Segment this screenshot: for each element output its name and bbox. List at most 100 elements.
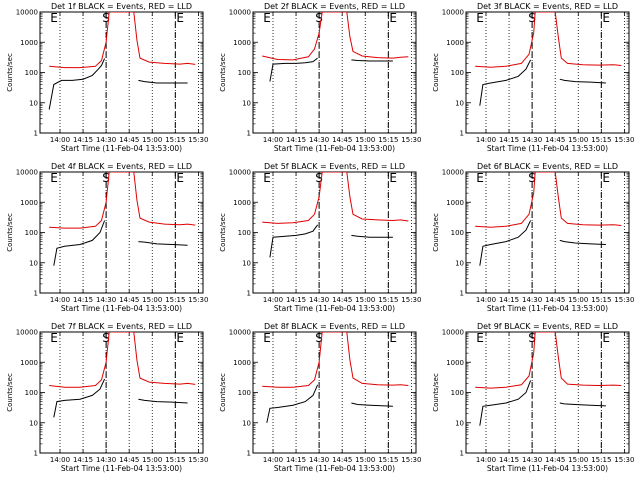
x-tick-label: 14:15 xyxy=(73,136,93,144)
x-tick-label: 15:30 xyxy=(188,456,208,464)
state-marker-label: E xyxy=(602,11,610,25)
x-tick-label: 14:00 xyxy=(476,296,496,304)
x-tick-label: 14:15 xyxy=(499,456,519,464)
chart-title: Det 1f BLACK = Events, RED = LLD xyxy=(51,2,192,11)
chart-title: Det 2f BLACK = Events, RED = LLD xyxy=(264,2,405,11)
y-tick-label: 1000 xyxy=(233,359,251,367)
x-tick-label: 15:00 xyxy=(355,456,375,464)
x-axis-label: Start Time (11-Feb-04 13:53:00) xyxy=(487,464,608,473)
plot-frame xyxy=(465,331,630,454)
y-axis-label: Counts/sec xyxy=(432,53,440,92)
y-tick-label: 10 xyxy=(242,259,251,267)
y-tick-label: 1 xyxy=(247,450,251,458)
y-tick-label: 1000 xyxy=(446,199,464,207)
x-tick-label: 14:00 xyxy=(476,136,496,144)
x-tick-label: 15:15 xyxy=(591,296,611,304)
x-tick-label: 14:30 xyxy=(96,136,116,144)
chart-title: Det 6f BLACK = Events, RED = LLD xyxy=(477,162,618,171)
state-marker-label: S xyxy=(102,171,110,185)
y-tick-label: 10 xyxy=(242,419,251,427)
chart-title: Det 5f BLACK = Events, RED = LLD xyxy=(264,162,405,171)
x-axis-label: Start Time (11-Feb-04 13:53:00) xyxy=(274,464,395,473)
state-marker-label: E xyxy=(263,11,271,25)
x-axis-label: Start Time (11-Feb-04 13:53:00) xyxy=(274,144,395,153)
x-tick-label: 15:00 xyxy=(142,296,162,304)
x-tick-label: 15:00 xyxy=(355,136,375,144)
series-line-events xyxy=(351,402,393,407)
series-line-lld xyxy=(475,332,622,389)
x-tick-label: 14:30 xyxy=(309,456,329,464)
series-line-events xyxy=(479,380,532,426)
series-line-events xyxy=(138,241,188,246)
y-tick-label: 10000 xyxy=(229,9,251,17)
y-tick-label: 100 xyxy=(451,229,464,237)
x-tick-label: 14:45 xyxy=(119,456,139,464)
state-marker-label: E xyxy=(176,11,184,25)
series-line-events xyxy=(53,378,106,418)
y-tick-label: 1 xyxy=(34,130,38,138)
state-marker-label: E xyxy=(602,171,610,185)
x-tick-label: 14:15 xyxy=(499,136,519,144)
x-tick-label: 14:15 xyxy=(286,136,306,144)
x-tick-label: 15:15 xyxy=(165,136,185,144)
y-tick-label: 100 xyxy=(25,389,38,397)
x-tick-label: 15:00 xyxy=(355,296,375,304)
x-tick-label: 14:45 xyxy=(332,456,352,464)
y-tick-label: 100 xyxy=(238,69,251,77)
x-tick-label: 15:30 xyxy=(188,136,208,144)
x-tick-label: 15:30 xyxy=(614,456,634,464)
x-tick-label: 14:30 xyxy=(309,296,329,304)
y-tick-label: 100 xyxy=(25,69,38,77)
plot-frame xyxy=(252,171,417,294)
y-tick-label: 1 xyxy=(247,290,251,298)
series-line-events xyxy=(351,234,393,238)
series-line-events xyxy=(269,57,318,82)
state-marker-label: E xyxy=(263,331,271,345)
state-marker-label: S xyxy=(102,11,110,25)
x-axis-label: Start Time (11-Feb-04 13:53:00) xyxy=(487,304,608,313)
series-line-lld xyxy=(262,172,409,224)
x-tick-label: 15:00 xyxy=(568,456,588,464)
chart-title: Det 4f BLACK = Events, RED = LLD xyxy=(51,162,192,171)
series-line-events xyxy=(266,384,319,423)
y-tick-label: 1000 xyxy=(446,359,464,367)
x-tick-label: 15:30 xyxy=(401,136,421,144)
state-marker-label: E xyxy=(263,171,271,185)
y-tick-label: 1000 xyxy=(20,199,38,207)
state-marker-label: E xyxy=(476,11,484,25)
state-marker-label: E xyxy=(476,171,484,185)
y-axis-label: Counts/sec xyxy=(219,53,227,92)
state-marker-label: E xyxy=(476,331,484,345)
state-marker-label: E xyxy=(389,331,397,345)
y-tick-label: 1 xyxy=(247,130,251,138)
x-tick-label: 14:45 xyxy=(545,136,565,144)
series-line-events xyxy=(269,224,319,258)
x-tick-label: 15:00 xyxy=(568,296,588,304)
y-axis-label: Counts/sec xyxy=(6,373,14,412)
state-marker-label: E xyxy=(50,331,58,345)
x-tick-label: 14:30 xyxy=(522,136,542,144)
chart-title: Det 9f BLACK = Events, RED = LLD xyxy=(477,322,618,331)
series-line-events xyxy=(479,220,532,266)
y-tick-label: 100 xyxy=(451,69,464,77)
x-tick-label: 14:00 xyxy=(50,136,70,144)
series-line-events xyxy=(559,402,606,407)
y-tick-label: 100 xyxy=(238,229,251,237)
y-tick-label: 10000 xyxy=(16,169,38,177)
chart-title: Det 3f BLACK = Events, RED = LLD xyxy=(477,2,618,11)
x-tick-label: 14:30 xyxy=(522,296,542,304)
series-line-lld xyxy=(262,12,409,61)
y-tick-label: 1000 xyxy=(20,39,38,47)
state-marker-label: E xyxy=(176,171,184,185)
y-tick-label: 10 xyxy=(455,419,464,427)
series-line-events xyxy=(559,78,606,84)
state-marker-label: S xyxy=(102,331,110,345)
series-line-lld xyxy=(262,332,409,388)
detector-chart-6: Det 6f BLACK = Events, RED = LLD 14:00 14:… xyxy=(432,162,634,313)
